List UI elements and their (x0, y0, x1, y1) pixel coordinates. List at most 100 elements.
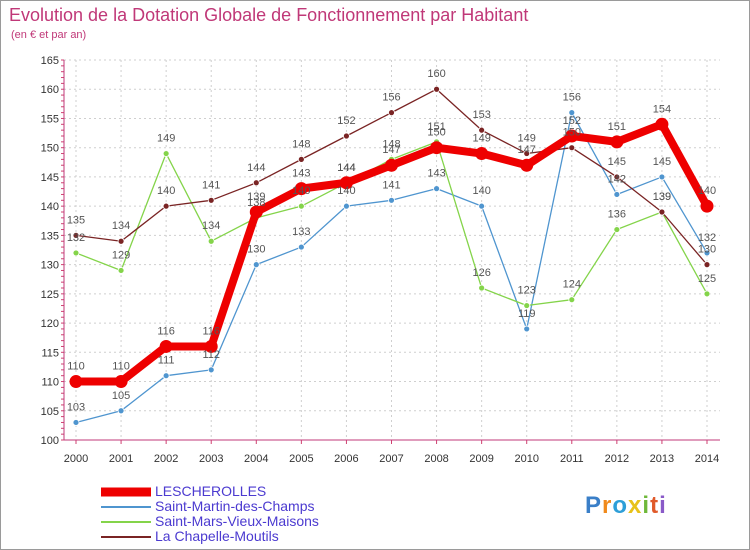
logo-letter: P (585, 492, 603, 519)
data-label: 111 (158, 355, 175, 367)
data-label: 147 (382, 144, 400, 156)
data-label: 130 (247, 244, 265, 256)
y-tick-label: 140 (41, 201, 59, 213)
data-point (703, 290, 711, 298)
x-tick-label: 2008 (424, 453, 448, 465)
data-point (568, 144, 576, 152)
data-label: 139 (653, 191, 671, 203)
x-tick-label: 2013 (650, 453, 674, 465)
data-label: 151 (427, 121, 445, 133)
data-point (658, 173, 666, 181)
logo-letter: r (602, 492, 613, 519)
data-label: 148 (382, 138, 400, 150)
data-point (475, 147, 489, 161)
data-point (385, 158, 398, 172)
data-point (523, 302, 531, 309)
legend-swatch (101, 521, 151, 523)
data-point (117, 407, 125, 415)
data-point (478, 284, 486, 292)
y-tick-label: 105 (41, 406, 59, 418)
x-tick-label: 2011 (560, 453, 584, 465)
x-tick-label: 2007 (379, 453, 403, 465)
data-point (388, 196, 395, 204)
data-label: 142 (608, 173, 626, 185)
legend-label: Saint-Martin-des-Champs (155, 498, 315, 514)
data-point (568, 296, 576, 304)
data-point (252, 261, 260, 269)
data-label: 149 (472, 133, 490, 145)
data-label: 103 (67, 401, 85, 413)
data-label: 112 (202, 349, 220, 361)
data-point (114, 375, 128, 389)
data-label: 144 (247, 162, 265, 174)
data-label: 132 (67, 232, 85, 244)
logo-letter: t (650, 492, 660, 519)
data-point (69, 375, 83, 389)
data-label: 126 (472, 267, 490, 279)
logo-letter: x (628, 492, 643, 519)
data-point (162, 150, 170, 157)
y-tick-label: 135 (41, 230, 59, 242)
data-point (207, 237, 215, 245)
x-tick-label: 2002 (154, 453, 178, 465)
data-point (433, 185, 440, 193)
y-tick-label: 120 (41, 318, 59, 330)
data-label: 135 (67, 214, 85, 226)
x-tick-label: 2010 (514, 453, 538, 465)
logo-letter: i (642, 492, 651, 519)
data-point (658, 208, 666, 216)
x-tick-label: 2006 (334, 453, 358, 465)
proxiti-logo: Proxiti (585, 492, 667, 520)
data-label: 140 (337, 185, 355, 197)
data-point (207, 196, 215, 204)
data-label: 152 (563, 115, 581, 127)
data-point (343, 132, 350, 140)
x-tick-label: 2001 (109, 453, 133, 465)
x-tick-label: 2009 (469, 453, 493, 465)
data-label: 124 (563, 279, 581, 291)
data-point (297, 202, 305, 210)
data-label: 132 (698, 232, 716, 244)
data-point (478, 202, 486, 210)
data-point (433, 85, 440, 93)
data-label: 129 (112, 249, 130, 261)
data-label: 105 (112, 390, 130, 402)
data-label: 156 (382, 92, 400, 104)
data-point (207, 366, 215, 374)
y-tick-label: 165 (41, 55, 59, 67)
data-label: 138 (247, 197, 265, 209)
data-point (568, 109, 576, 117)
line-chart: 100 105 110 115 120 125 130 135 140 145 150 155 160 1… (41, 55, 720, 465)
data-label: 143 (292, 168, 310, 180)
data-label: 130 (698, 244, 716, 256)
chart-subtitle: (en € et par an) (11, 29, 87, 41)
x-tick-label: 2000 (64, 453, 88, 465)
data-point (703, 249, 711, 257)
data-point (523, 150, 531, 157)
data-label: 148 (292, 138, 310, 150)
y-tick-label: 125 (41, 289, 59, 301)
data-label: 152 (337, 115, 355, 127)
data-label: 116 (202, 325, 220, 337)
data-point (297, 243, 305, 251)
data-label: 149 (518, 133, 536, 145)
x-tick-label: 2003 (199, 453, 223, 465)
data-label: 140 (698, 185, 716, 197)
chart-title: Evolution de la Dotation Globale de Fonc… (9, 5, 529, 25)
data-label: 156 (563, 92, 581, 104)
data-label: 133 (292, 226, 310, 238)
data-label: 160 (427, 68, 445, 80)
data-label: 139 (653, 191, 671, 203)
data-label: 151 (608, 121, 626, 133)
data-label: 153 (472, 109, 490, 121)
data-point (613, 191, 621, 198)
data-point (117, 237, 125, 245)
legend-swatch (101, 506, 151, 508)
data-point (343, 202, 350, 210)
legend-label: La Chapelle-Moutils (155, 528, 279, 544)
legend-label: LESCHEROLLES (155, 483, 267, 499)
data-label: 116 (157, 325, 175, 337)
data-label: 144 (337, 162, 355, 174)
data-label: 136 (608, 209, 626, 221)
